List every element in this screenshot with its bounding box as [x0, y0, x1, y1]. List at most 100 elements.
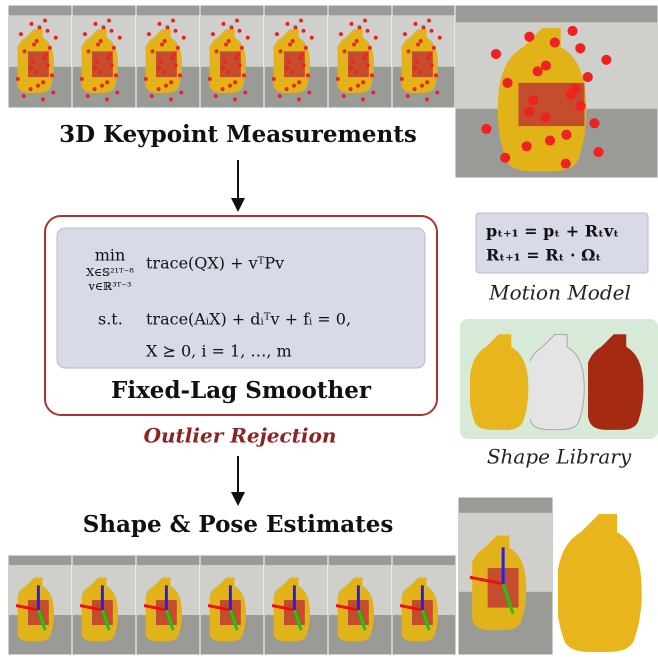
keypoint: [399, 76, 404, 81]
keypoint: [149, 93, 154, 98]
motion-box: [475, 212, 649, 274]
keypoint: [94, 59, 99, 64]
keypoint: [540, 60, 552, 71]
axis-x: [207, 604, 231, 612]
keypoint: [156, 87, 161, 92]
keypoint: [413, 66, 418, 71]
axis-y: [228, 609, 239, 631]
keypoint: [210, 32, 215, 37]
shape-estimate: [558, 514, 642, 652]
keypoint: [115, 90, 120, 95]
keypoint: [85, 93, 90, 98]
keypoint: [41, 80, 46, 85]
keypoint: [433, 73, 438, 78]
keypoint: [360, 97, 365, 102]
keypoint: [101, 25, 106, 30]
keypoint: [233, 80, 238, 85]
keypoint: [165, 25, 170, 30]
keypoint: [162, 69, 167, 74]
keypoint: [363, 52, 368, 57]
keypoint: [278, 49, 283, 54]
keypoint: [170, 56, 175, 61]
keypoint: [427, 52, 432, 57]
outlier-label: Outlier Rejection: [144, 424, 337, 448]
keypoint: [352, 42, 357, 47]
keypoint: [34, 39, 39, 44]
keypoint: [412, 87, 417, 92]
keypoint: [373, 35, 378, 40]
keypoint: [365, 63, 370, 68]
keypoint: [169, 80, 174, 85]
keypoint: [285, 66, 290, 71]
keypoint: [177, 73, 182, 78]
axis-x: [271, 604, 295, 612]
motion-eq: pₜ₊₁ = pₜ + Rₜvₜ: [486, 222, 619, 241]
axis-x: [399, 604, 423, 612]
keypoint: [437, 35, 442, 40]
keypoint: [429, 63, 434, 68]
keypoint: [158, 59, 163, 64]
library-title: Shape Library: [487, 445, 632, 469]
keypoint: [173, 63, 178, 68]
keypoint: [524, 106, 535, 117]
keypoint: [104, 97, 109, 102]
keypoint: [111, 45, 116, 50]
keypoint: [528, 95, 539, 106]
keypoint: [224, 42, 229, 47]
keypoint: [47, 45, 52, 50]
keypoint: [350, 59, 355, 64]
keypoint: [540, 112, 551, 123]
keypoint: [290, 39, 295, 44]
keypoint: [354, 69, 359, 74]
keypoint: [549, 37, 560, 48]
keypoint: [117, 35, 122, 40]
keypoint: [290, 69, 295, 74]
keypoint: [227, 83, 232, 88]
keypoint: [301, 63, 306, 68]
keypoint: [163, 83, 168, 88]
keypoint: [49, 73, 54, 78]
keypoint: [369, 73, 374, 78]
keypoint: [30, 59, 35, 64]
keypoint: [405, 93, 410, 98]
subject-to: s.t.: [98, 310, 123, 329]
keypoint: [107, 52, 112, 57]
keypoint: [418, 69, 423, 74]
objective-sub: v∈ℝ³ᵀ⁻³: [88, 280, 132, 293]
keypoint: [93, 21, 98, 26]
axis-y: [36, 609, 47, 631]
keypoint: [29, 21, 34, 26]
objective-op: min: [95, 246, 126, 265]
keypoint: [413, 21, 418, 26]
axis-x: [335, 604, 359, 612]
keypoint: [18, 32, 23, 37]
keypoint: [86, 49, 91, 54]
keypoint: [214, 49, 219, 54]
keypoint: [560, 158, 571, 169]
keypoint: [105, 80, 110, 85]
keypoint: [355, 83, 360, 88]
keypoint: [561, 129, 572, 140]
keypoint: [435, 90, 440, 95]
keypoint: [565, 89, 576, 100]
keypoint: [349, 21, 354, 26]
image-frames: [7, 4, 658, 656]
motion-title: Motion Model: [488, 281, 631, 305]
keypoint: [521, 141, 532, 152]
axis-y: [356, 609, 367, 631]
keypoint: [335, 76, 340, 81]
keypoint: [349, 66, 354, 71]
keypoint: [363, 18, 368, 23]
axis-y: [292, 609, 303, 631]
smoother-title: Fixed-Lag Smoother: [111, 377, 372, 404]
keypoint: [168, 97, 173, 102]
keypoint: [481, 123, 492, 135]
keypoint: [309, 35, 314, 40]
keypoint: [96, 42, 101, 47]
keypoint: [235, 52, 240, 57]
keypoint: [45, 28, 50, 33]
keypoint: [298, 56, 303, 61]
constraint: trace(AᵢX) + dᵢᵀv + fᵢ = 0,: [146, 310, 351, 329]
keypoint: [32, 42, 37, 47]
